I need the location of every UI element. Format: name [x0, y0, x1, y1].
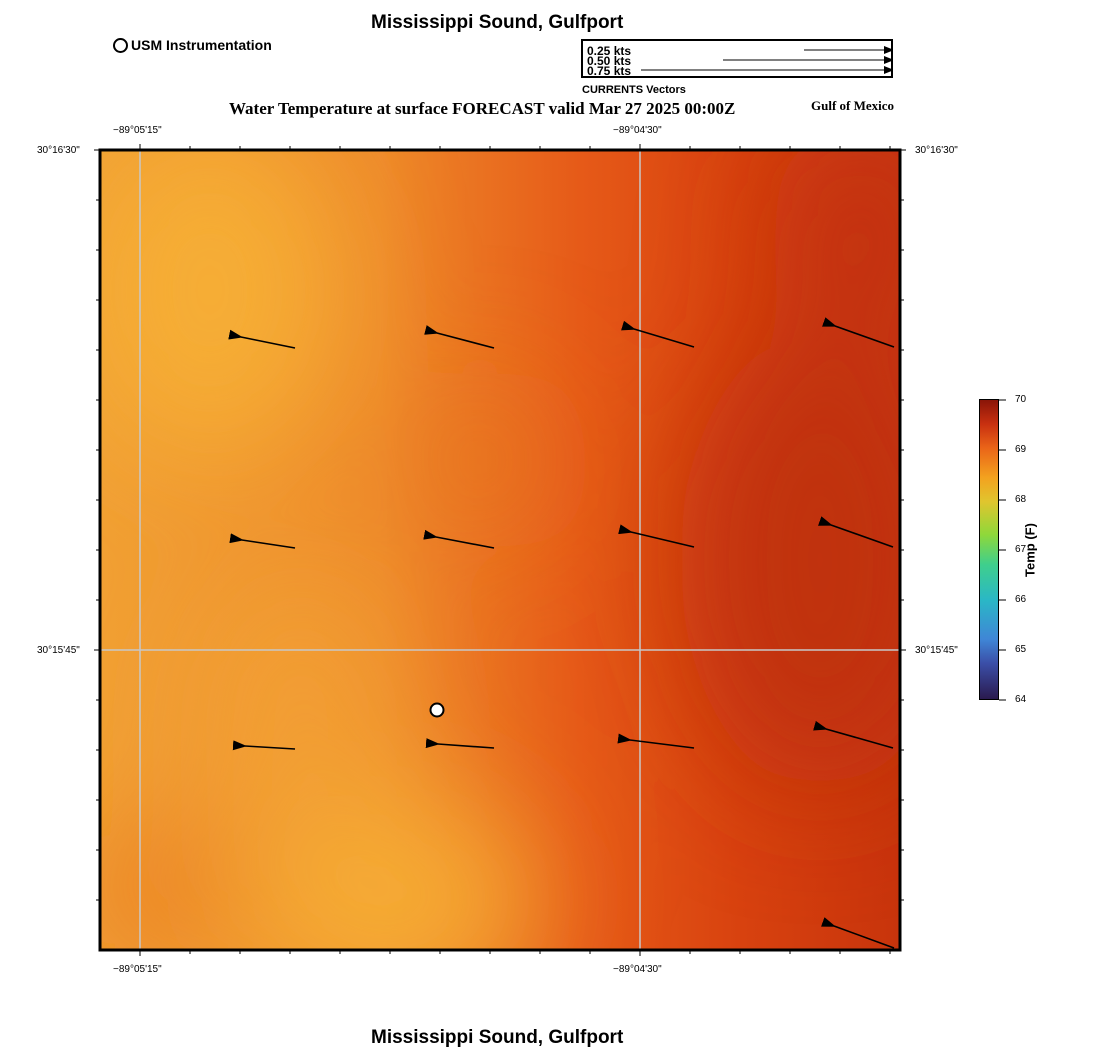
map-title: Mississippi Sound, Gulfport: [371, 12, 624, 33]
temperature-colorbar: [979, 399, 999, 700]
current-vector: [822, 317, 895, 348]
map-subtitle: Water Temperature at surface FORECAST va…: [229, 99, 736, 118]
current-vector-legend: 0.25 kts 0.50 kts 0.75 kts: [581, 39, 893, 78]
colorbar-tick-66: 66: [1015, 594, 1027, 605]
colorbar-tick-67: 67: [1015, 544, 1027, 555]
vector-legend-label-025: 0.25 kts: [587, 44, 632, 58]
current-vector: [229, 533, 296, 549]
current-vector: [618, 524, 695, 548]
lon-label-bottom-left: −89°05'15": [113, 964, 162, 975]
current-vectors: [228, 317, 895, 949]
vector-legend-label-050: 0.50 kts: [587, 54, 632, 68]
lat-label-left-top: 30°16'30": [37, 145, 80, 156]
region-label: Gulf of Mexico: [811, 98, 895, 113]
colorbar-title: Temp (F): [1022, 523, 1038, 577]
current-vector: [617, 733, 695, 749]
colorbar-tick-65: 65: [1015, 644, 1027, 655]
colorbar-ticks: [999, 399, 1006, 701]
lon-label-top-right: −89°04'30": [613, 125, 662, 136]
current-vector: [228, 329, 296, 349]
lon-label-top-left: −89°05'15": [113, 125, 162, 136]
lat-label-right-bottom: 30°15'45": [915, 645, 958, 656]
vector-legend-arrows: [641, 46, 891, 74]
colorbar-tick-70: 70: [1015, 394, 1027, 405]
colorbar-tick-69: 69: [1015, 444, 1027, 455]
current-vector: [621, 320, 695, 348]
colorbar-tick-64: 64: [1015, 694, 1027, 705]
frame-ticks: [94, 144, 906, 956]
instrumentation-legend-label: USM Instrumentation: [131, 37, 272, 53]
temperature-field: [100, 150, 900, 950]
map-footer-title: Mississippi Sound, Gulfport: [371, 1027, 624, 1048]
instrumentation-legend: USM Instrumentation: [113, 37, 272, 53]
current-vector: [424, 325, 495, 349]
current-vector: [821, 917, 895, 949]
vector-legend-label-075: 0.75 kts: [587, 64, 632, 78]
colorbar-tick-68: 68: [1015, 494, 1027, 505]
lat-label-left-bottom: 30°15'45": [37, 645, 80, 656]
graticule: [100, 150, 900, 950]
current-vector: [232, 740, 296, 751]
usm-instrument-marker: [429, 702, 445, 718]
vector-legend-caption: CURRENTS Vectors: [582, 84, 686, 96]
lat-label-right-top: 30°16'30": [915, 145, 958, 156]
current-vector: [813, 720, 894, 749]
current-vector: [818, 516, 894, 548]
instrument-marker-icon: [113, 37, 128, 53]
current-vector: [423, 529, 495, 549]
current-vector: [425, 738, 495, 749]
lon-label-bottom-right: −89°04'30": [613, 964, 662, 975]
